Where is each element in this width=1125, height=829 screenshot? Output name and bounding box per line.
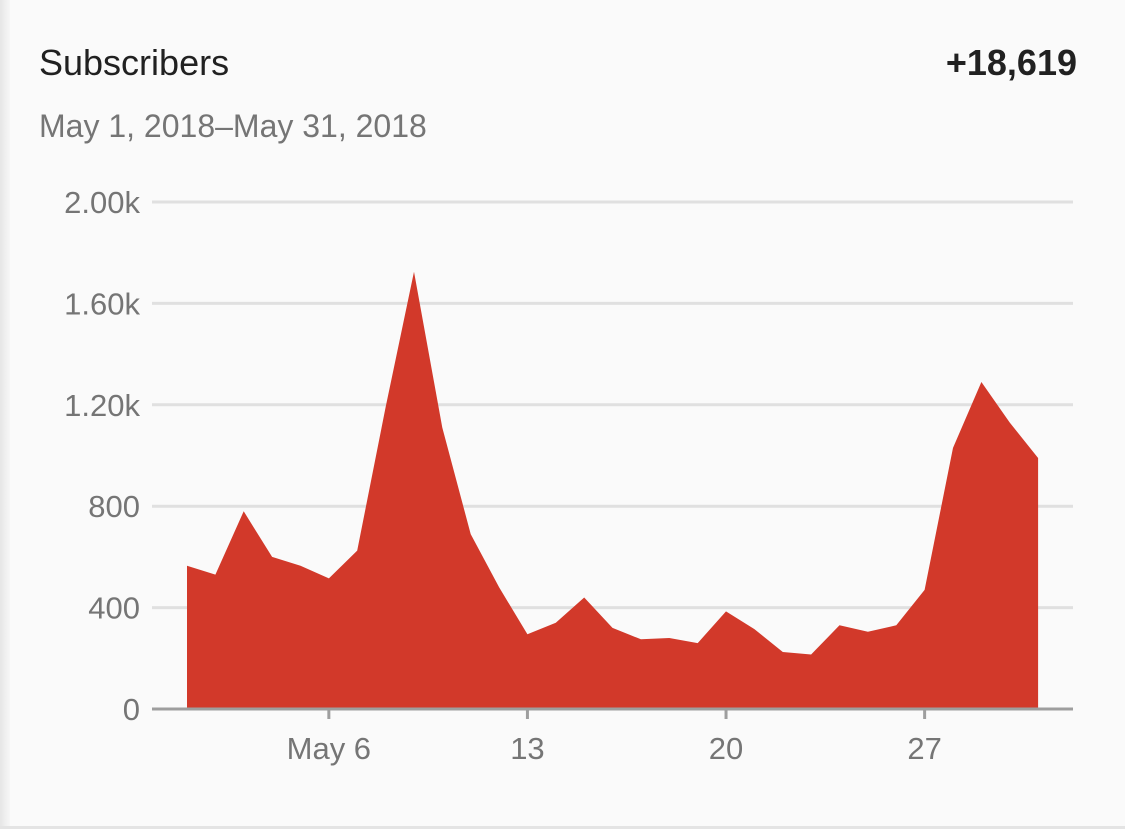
- x-tick-label: 13: [510, 731, 544, 766]
- area-fill[interactable]: [187, 271, 1039, 709]
- y-axis-labels: 0 400 800 1.20k 1.60k 2.00k: [64, 185, 140, 727]
- y-tick-label: 1.60k: [64, 286, 140, 321]
- y-tick-label: 0: [123, 692, 140, 727]
- y-tick-label: 800: [88, 489, 140, 524]
- metric-title: Subscribers: [39, 42, 230, 83]
- x-axis: [152, 707, 1073, 719]
- y-tick-label: 2.00k: [64, 185, 140, 220]
- x-tick-label: 20: [709, 731, 743, 766]
- card-bottom-border: [0, 826, 1125, 829]
- area-series: [187, 271, 1039, 709]
- y-tick-label: 400: [88, 591, 140, 626]
- x-axis-labels: May 6 13 20 27: [287, 731, 942, 766]
- metric-total: +18,619: [945, 42, 1077, 83]
- x-tick-label: 27: [907, 731, 941, 766]
- y-tick-label: 1.20k: [64, 388, 140, 423]
- x-tick-label: May 6: [287, 731, 371, 766]
- date-range: May 1, 2018–May 31, 2018: [39, 108, 427, 144]
- left-edge-shade: [0, 0, 10, 829]
